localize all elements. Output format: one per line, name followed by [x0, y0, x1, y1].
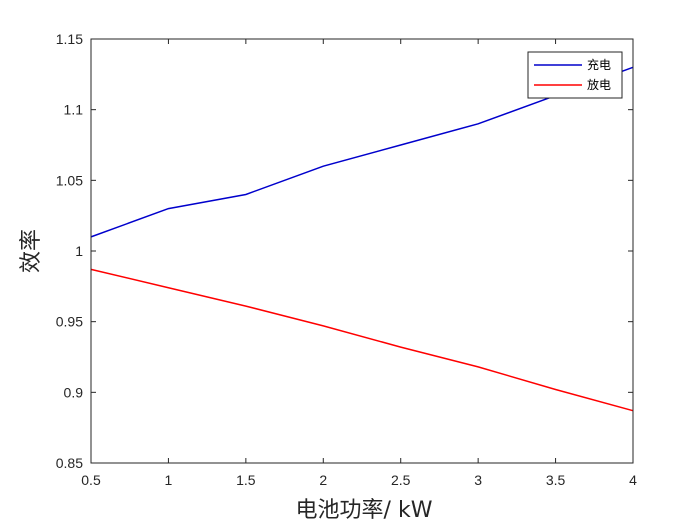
- y-tick-label: 1.05: [56, 172, 83, 188]
- legend-label-1: 放电: [587, 77, 611, 92]
- y-tick-label: 1.15: [56, 31, 83, 47]
- legend-label-0: 充电: [587, 57, 611, 72]
- series-line-1: [90, 268, 634, 412]
- y-axis-label: 效率: [19, 229, 44, 273]
- series-layer: [90, 66, 634, 412]
- x-tick-label: 0.5: [81, 472, 101, 488]
- x-axis-label: 电池功率/ kW: [296, 498, 433, 523]
- y-tick-label: 1: [75, 243, 83, 259]
- y-tick-label: 0.85: [56, 455, 83, 471]
- x-tick-label: 4: [629, 472, 637, 488]
- x-tick-label: 2.5: [391, 472, 411, 488]
- legend-box: [527, 51, 623, 99]
- series-line-0: [90, 66, 634, 238]
- y-tick-label: 1.1: [64, 102, 84, 118]
- tick-layer: 0.5 1 1.5 2 2.5 3 3.5 4 0.85 0.9 0.95 1 1.05 1.1 1.15: [56, 31, 637, 488]
- y-tick-label: 0.95: [56, 314, 83, 330]
- x-tick-label: 1: [165, 472, 173, 488]
- x-tick-label: 1.5: [236, 472, 256, 488]
- x-tick-label: 2: [319, 472, 327, 488]
- y-tick-label: 0.9: [64, 384, 84, 400]
- x-tick-label: 3.5: [546, 472, 566, 488]
- plot-area: [91, 39, 633, 463]
- x-tick-label: 3: [474, 472, 482, 488]
